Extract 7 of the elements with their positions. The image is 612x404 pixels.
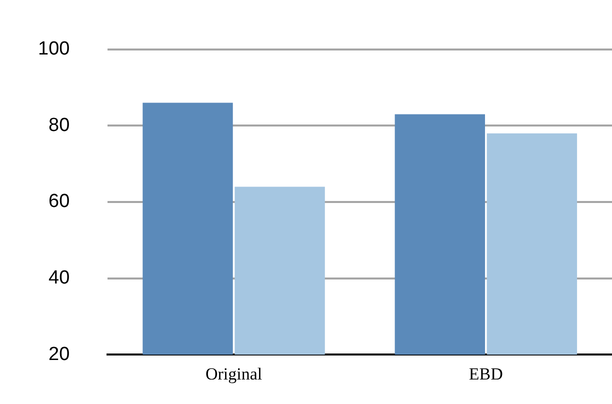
x-tick-label: EBD [468,364,503,384]
y-tick-label: 60 [48,191,70,212]
x-tick-label: Original [205,364,262,384]
y-tick-label: 40 [48,268,70,289]
y-tick-label: 80 [48,114,70,136]
y-tick-label: 100 [38,38,70,60]
y-tick-label: 20 [48,344,70,365]
